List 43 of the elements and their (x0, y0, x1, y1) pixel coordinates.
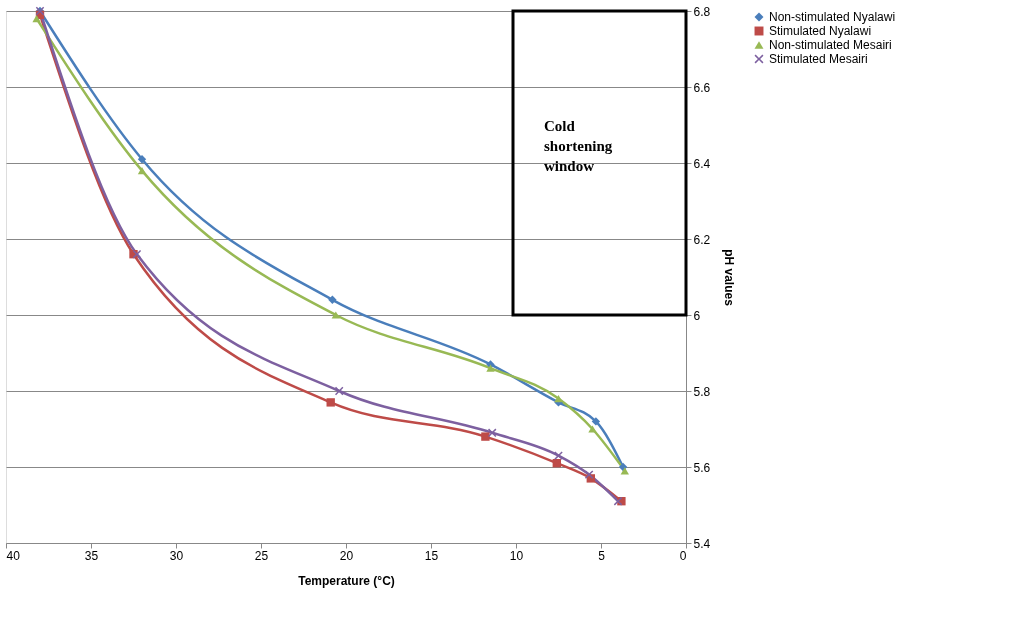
x-tick-label: 20 (339, 548, 354, 563)
legend-label: Non-stimulated Nyalawi (769, 10, 896, 24)
point (481, 432, 490, 441)
y-tick-label: 5.4 (693, 536, 711, 551)
point (326, 398, 335, 407)
point (488, 428, 497, 437)
x-tick-label: 35 (84, 548, 99, 563)
y-tick-label: 6.4 (693, 156, 711, 171)
point (620, 467, 629, 475)
point (584, 470, 594, 479)
point (335, 386, 344, 396)
y-tick-label: 6 (693, 308, 701, 323)
point (613, 497, 623, 506)
point (552, 459, 561, 468)
point (554, 394, 563, 403)
x-tick-label: 40 (6, 548, 21, 563)
point (132, 250, 142, 259)
x-tick-label: 5 (598, 548, 606, 563)
point (554, 451, 563, 460)
x-tick-label: 0 (679, 548, 687, 563)
legend-label: Stimulated Mesairi (769, 52, 868, 66)
y-tick-label: 6.2 (693, 232, 711, 247)
point (331, 311, 340, 319)
x-tick-label: 10 (509, 548, 524, 563)
point (588, 425, 597, 433)
point (32, 14, 41, 23)
y-tick-label: 5.8 (693, 384, 711, 399)
point (137, 155, 147, 164)
point (486, 364, 495, 372)
point (137, 166, 147, 175)
x-tick-label: 25 (254, 548, 269, 563)
y-tick-label: 6.6 (693, 80, 711, 95)
annotation: Cold shortening window (544, 118, 613, 174)
point (328, 295, 337, 304)
legend-label: Non-stimulated Mesairi (769, 38, 892, 52)
legend-label: Stimulated Nyalawi (769, 24, 872, 38)
x-axis-title: Temperature (°C) (298, 573, 395, 588)
point (591, 417, 601, 426)
y-tick-label: 6.8 (693, 4, 711, 19)
x-tick-label: 30 (169, 548, 184, 563)
y-axis-title: pH values (722, 249, 737, 307)
y-tick-label: 5.6 (693, 460, 711, 475)
x-tick-label: 15 (424, 548, 439, 563)
